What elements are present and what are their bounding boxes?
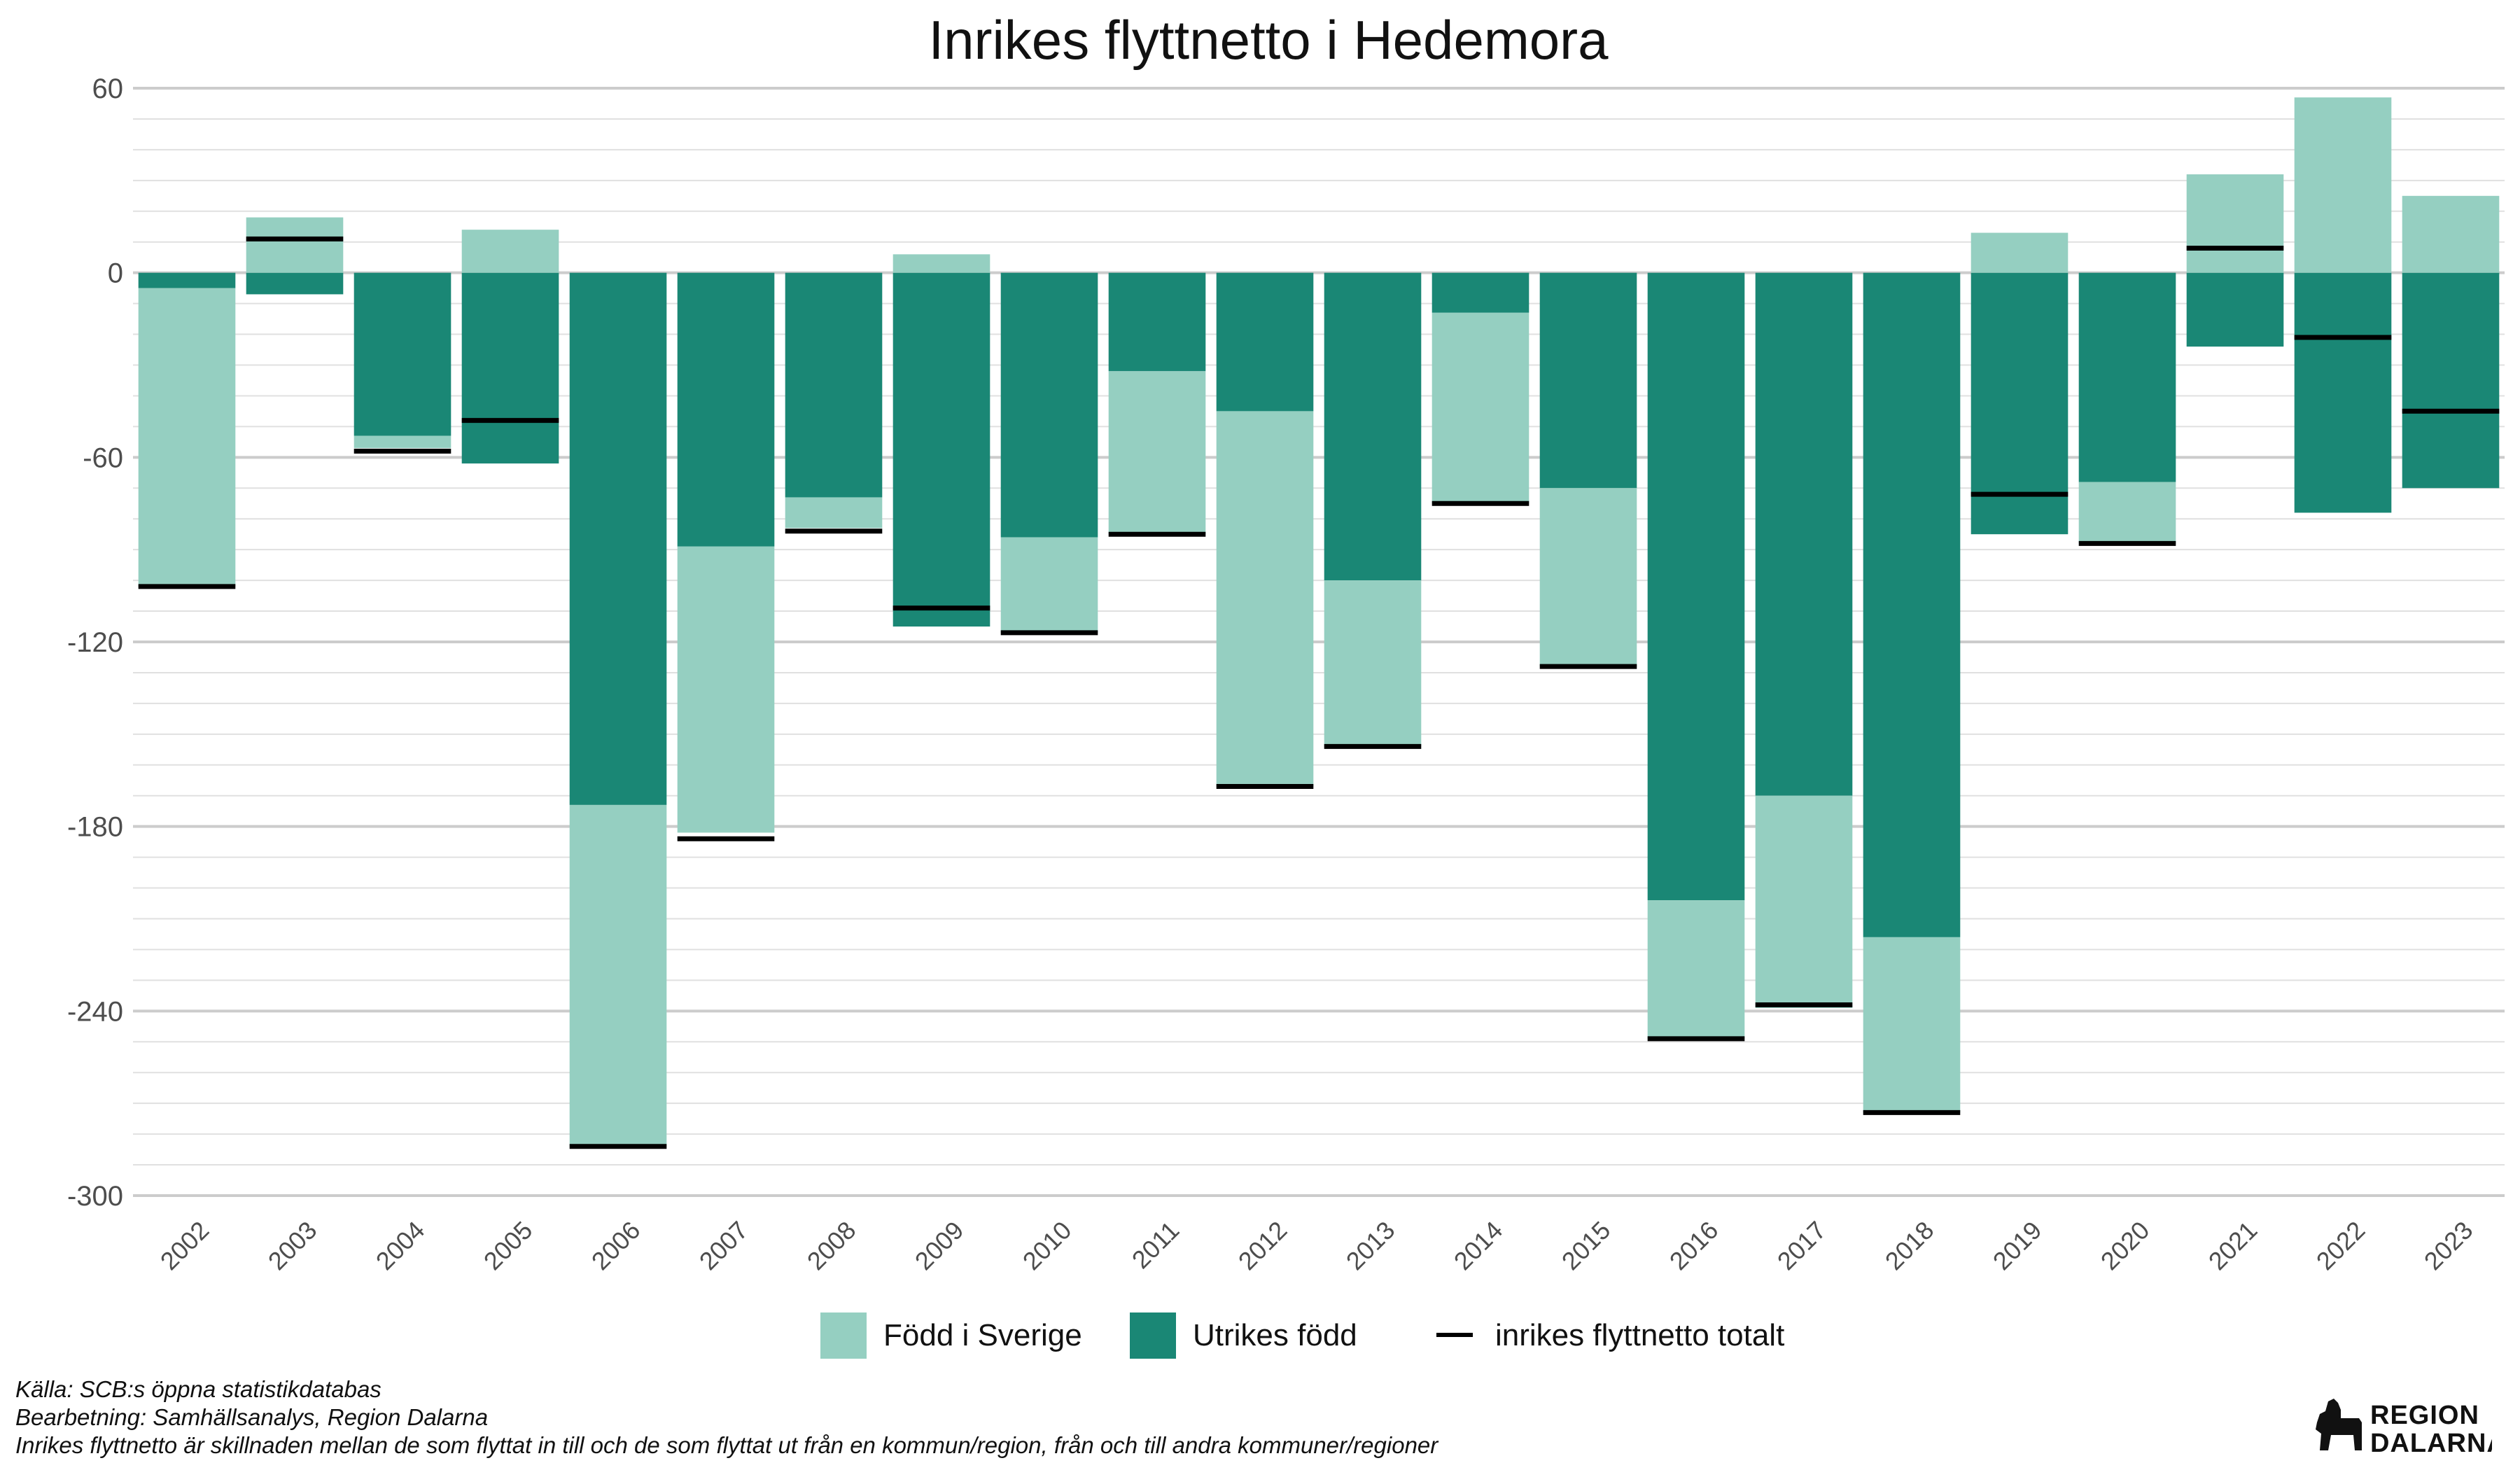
bar-fodd-i-sverige-2011 <box>1108 371 1206 535</box>
x-tick-label: 2012 <box>1233 1215 1293 1275</box>
bar-fodd-i-sverige-2023 <box>2402 195 2500 273</box>
bar-fodd-i-sverige-2002 <box>138 288 236 587</box>
bar-utrikes-fodd-2015 <box>1539 272 1637 489</box>
bar-utrikes-fodd-2005 <box>461 272 559 464</box>
dala-horse-icon <box>2316 1399 2362 1450</box>
bar-fodd-i-sverige-2009 <box>892 254 990 273</box>
y-tick-label: -60 <box>83 442 123 473</box>
bar-fodd-i-sverige-2005 <box>461 230 559 273</box>
bar-utrikes-fodd-2010 <box>1000 272 1098 538</box>
y-tick-label: -300 <box>67 1181 123 1212</box>
bar-utrikes-fodd-2020 <box>2078 272 2176 482</box>
bar-fodd-i-sverige-2021 <box>2186 174 2284 273</box>
x-tick-label: 2018 <box>1879 1215 1940 1275</box>
bar-fodd-i-sverige-2016 <box>1647 900 1745 1039</box>
bar-fodd-i-sverige-2022 <box>2294 97 2392 273</box>
bar-utrikes-fodd-2017 <box>1755 272 1853 796</box>
x-tick-label: 2020 <box>2095 1215 2155 1275</box>
bar-utrikes-fodd-2006 <box>569 272 667 805</box>
bar-fodd-i-sverige-2020 <box>2078 482 2176 544</box>
bar-fodd-i-sverige-2018 <box>1863 937 1961 1113</box>
caption-source: Källa: SCB:s öppna statistikdatabas <box>15 1376 382 1402</box>
bar-fodd-i-sverige-2004 <box>354 435 451 449</box>
bar-utrikes-fodd-2002 <box>138 272 236 288</box>
bar-fodd-i-sverige-2015 <box>1539 488 1637 667</box>
bar-fodd-i-sverige-2008 <box>785 497 883 528</box>
bar-utrikes-fodd-2018 <box>1863 272 1961 937</box>
x-tick-label: 2017 <box>1772 1215 1832 1275</box>
bar-fodd-i-sverige-2014 <box>1432 312 1530 504</box>
x-axis: 2002 2003 2004 2005 2006 2007 2008 2009 2010 2011… <box>155 1215 2479 1275</box>
legend-label-total: inrikes flyttnetto totalt <box>1495 1318 1784 1352</box>
x-tick-label: 2015 <box>1556 1215 1616 1275</box>
total-markers <box>138 236 2500 1149</box>
y-tick-label: 0 <box>108 258 123 289</box>
bar-fodd-i-sverige-2003 <box>246 217 344 273</box>
y-tick-label: -240 <box>67 996 123 1027</box>
bar-utrikes-fodd-2007 <box>677 272 775 547</box>
logo-text-region: REGION <box>2370 1401 2479 1430</box>
legend-label-utrikes-fodd: Utrikes född <box>1193 1318 1357 1352</box>
bar-fodd-i-sverige-2006 <box>569 804 667 1147</box>
bar-fodd-i-sverige-2007 <box>677 546 775 833</box>
x-tick-label: 2021 <box>2203 1215 2263 1275</box>
x-tick-label: 2006 <box>586 1215 646 1275</box>
bars <box>138 97 2500 1147</box>
x-tick-label: 2014 <box>1448 1215 1508 1275</box>
x-tick-label: 2010 <box>1017 1215 1077 1275</box>
x-tick-label: 2019 <box>1987 1215 2047 1275</box>
bar-utrikes-fodd-2013 <box>1324 272 1422 581</box>
x-tick-label: 2004 <box>370 1215 430 1275</box>
x-tick-label: 2002 <box>155 1215 215 1275</box>
x-tick-label: 2013 <box>1340 1215 1401 1275</box>
y-tick-label: -180 <box>67 812 123 843</box>
legend-swatch-fodd-i-sverige <box>820 1312 867 1359</box>
legend-swatch-utrikes-fodd <box>1130 1312 1176 1359</box>
bar-utrikes-fodd-2011 <box>1108 272 1206 372</box>
bar-fodd-i-sverige-2010 <box>1000 537 1098 633</box>
bar-utrikes-fodd-2019 <box>1970 272 2068 535</box>
bar-utrikes-fodd-2012 <box>1216 272 1314 412</box>
x-tick-label: 2005 <box>478 1215 538 1275</box>
caption-processing: Bearbetning: Samhällsanalys, Region Dala… <box>15 1404 489 1430</box>
bar-fodd-i-sverige-2017 <box>1755 795 1853 1008</box>
x-tick-label: 2011 <box>1126 1215 1185 1274</box>
x-tick-label: 2016 <box>1664 1215 1724 1275</box>
bar-utrikes-fodd-2021 <box>2186 272 2284 347</box>
bar-utrikes-fodd-2016 <box>1647 272 1745 901</box>
y-tick-label: 60 <box>92 74 124 104</box>
legend: Född i Sverige Utrikes född inrikes flyt… <box>820 1312 1784 1359</box>
x-tick-label: 2003 <box>262 1215 323 1275</box>
legend-label-fodd-i-sverige: Född i Sverige <box>883 1318 1082 1352</box>
bar-utrikes-fodd-2014 <box>1432 272 1530 313</box>
bar-utrikes-fodd-2003 <box>246 272 344 295</box>
bar-utrikes-fodd-2022 <box>2294 272 2392 513</box>
bar-fodd-i-sverige-2012 <box>1216 411 1314 787</box>
bar-utrikes-fodd-2004 <box>354 272 451 436</box>
bar-utrikes-fodd-2009 <box>892 272 990 627</box>
caption-definition: Inrikes flyttnetto är skillnaden mellan … <box>15 1432 1438 1458</box>
chart-title: Inrikes flyttnetto i Hedemora <box>928 9 1609 71</box>
x-tick-label: 2022 <box>2311 1215 2371 1275</box>
x-tick-label: 2007 <box>694 1215 754 1275</box>
y-tick-label: -120 <box>67 627 123 658</box>
x-tick-label: 2023 <box>2418 1215 2479 1275</box>
region-dalarna-logo: REGION DALARNA <box>2316 1399 2492 1457</box>
bar-fodd-i-sverige-2013 <box>1324 580 1422 747</box>
bar-utrikes-fodd-2008 <box>785 272 883 498</box>
y-axis: 60 0 -60 -120 -180 -240 -300 <box>67 74 123 1212</box>
bar-fodd-i-sverige-2019 <box>1970 232 2068 273</box>
x-tick-label: 2008 <box>802 1215 862 1275</box>
x-tick-label: 2009 <box>909 1215 969 1275</box>
bar-utrikes-fodd-2023 <box>2402 272 2500 489</box>
logo-text-dalarna: DALARNA <box>2370 1429 2492 1457</box>
